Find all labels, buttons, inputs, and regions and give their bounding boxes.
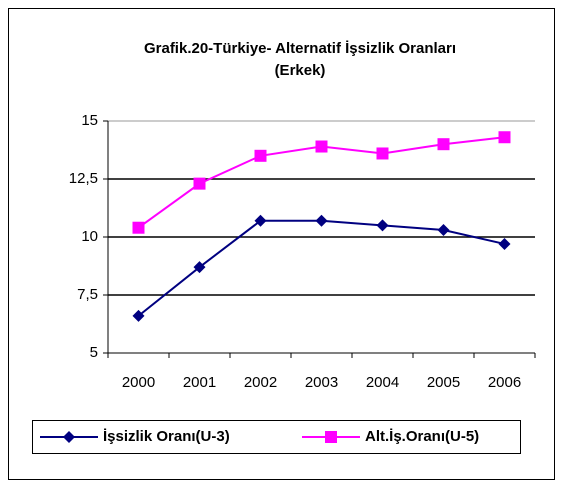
legend-label: Alt.İş.Oranı(U-5) — [365, 428, 479, 445]
legend-label: İşsizlik Oranı(U-3) — [103, 428, 230, 445]
marker — [254, 214, 267, 227]
marker — [132, 221, 145, 234]
x-tick-label: 2002 — [244, 374, 277, 391]
x-tick-label: 2001 — [183, 374, 216, 391]
marker — [376, 147, 389, 160]
marker — [254, 149, 267, 162]
marker — [132, 309, 145, 322]
marker — [376, 219, 389, 232]
y-tick-label: 10 — [81, 228, 98, 245]
y-tick-label: 7,5 — [77, 286, 98, 303]
y-tick-label: 15 — [81, 112, 98, 129]
x-tick-label: 2004 — [366, 374, 399, 391]
y-tick-label: 12,5 — [69, 170, 98, 187]
marker — [63, 431, 75, 443]
x-tick-label: 2003 — [305, 374, 338, 391]
x-tick-label: 2005 — [427, 374, 460, 391]
marker — [498, 237, 511, 250]
marker — [498, 131, 511, 144]
marker — [193, 177, 206, 190]
marker — [437, 224, 450, 237]
x-tick-label: 2000 — [122, 374, 155, 391]
y-tick-label: 5 — [90, 344, 98, 361]
marker — [315, 140, 328, 153]
x-tick-label: 2006 — [488, 374, 521, 391]
marker — [325, 431, 337, 443]
marker — [193, 261, 206, 274]
legend-box — [32, 420, 521, 454]
marker — [315, 214, 328, 227]
chart-title: Grafik.20-Türkiye- Alternatif İşsizlik O… — [143, 40, 457, 79]
marker — [437, 138, 450, 151]
chart-border — [8, 8, 555, 480]
